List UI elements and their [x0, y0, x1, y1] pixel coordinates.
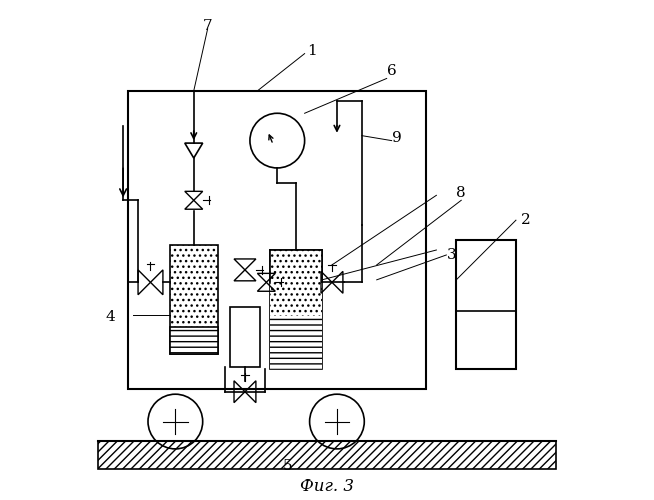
Bar — [230, 307, 260, 367]
Text: 5: 5 — [283, 460, 292, 473]
Bar — [171, 327, 218, 354]
Bar — [98, 442, 556, 469]
Bar — [270, 316, 322, 370]
Bar — [270, 250, 322, 370]
Text: 1: 1 — [307, 44, 317, 58]
Text: 8: 8 — [456, 186, 466, 200]
Text: 9: 9 — [392, 131, 402, 145]
Text: Фиг. 3: Фиг. 3 — [300, 478, 354, 494]
Text: 7: 7 — [203, 19, 213, 33]
Text: 2: 2 — [521, 213, 531, 227]
Bar — [128, 91, 426, 389]
Text: 3: 3 — [447, 248, 456, 262]
Bar — [270, 250, 322, 316]
Bar — [456, 240, 516, 370]
Text: 4: 4 — [106, 310, 116, 324]
Text: 6: 6 — [387, 64, 396, 78]
Bar — [171, 245, 218, 354]
